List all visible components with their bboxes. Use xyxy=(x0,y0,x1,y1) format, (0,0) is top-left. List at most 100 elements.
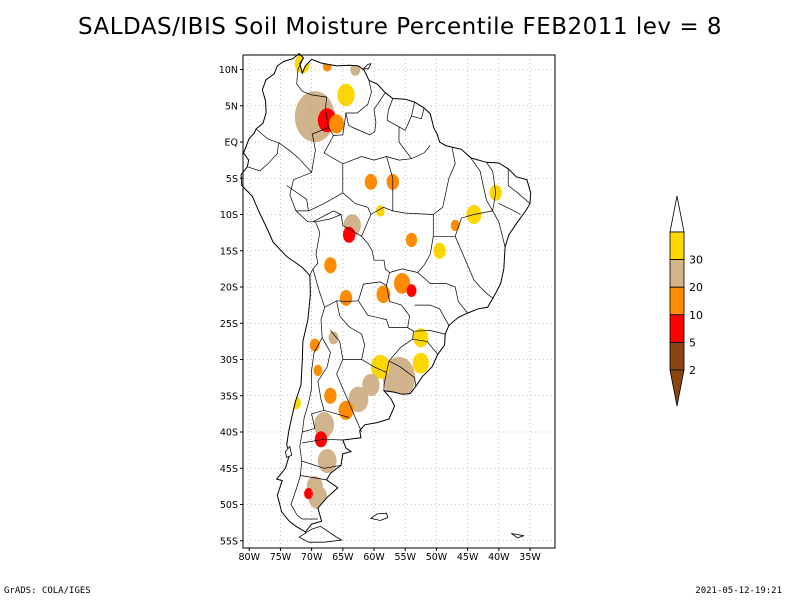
anomaly-patch xyxy=(304,488,313,500)
lat-tick-label: 20S xyxy=(220,283,238,294)
lon-tick-label: 40W xyxy=(488,552,510,563)
colorbar-bottom-arrow xyxy=(669,369,685,407)
island xyxy=(369,512,389,521)
political-border xyxy=(323,135,431,165)
anomaly-patch xyxy=(348,386,369,413)
political-border xyxy=(296,57,334,136)
lat-tick-label: 10S xyxy=(220,210,238,221)
colorbar-segment xyxy=(669,341,685,371)
political-border xyxy=(412,338,438,355)
political-border xyxy=(278,142,321,276)
anomaly-patch xyxy=(324,257,337,274)
political-border xyxy=(411,107,425,120)
lon-tick-label: 70W xyxy=(301,552,323,563)
anomaly-patch xyxy=(324,387,337,404)
lon-tick-label: 60W xyxy=(363,552,385,563)
political-border xyxy=(333,112,347,136)
political-border xyxy=(498,203,521,215)
colorbar-label: 20 xyxy=(689,281,703,294)
political-border xyxy=(247,128,279,172)
lon-tick-label: 50W xyxy=(426,552,448,563)
political-border xyxy=(336,300,366,360)
anomaly-patch xyxy=(329,114,345,134)
lon-tick-label: 45W xyxy=(457,552,479,563)
lat-tick-label: 35S xyxy=(220,391,238,402)
political-border xyxy=(389,268,418,273)
lat-tick-label: 55S xyxy=(220,536,238,547)
colorbar-segment xyxy=(669,314,685,343)
anomaly-patch xyxy=(313,364,323,376)
political-border xyxy=(454,157,494,237)
political-border xyxy=(486,162,497,211)
political-border xyxy=(383,327,414,391)
colorbar-label: 10 xyxy=(689,309,703,322)
political-border xyxy=(302,438,343,444)
political-border xyxy=(433,147,456,215)
colorbar-label: 2 xyxy=(689,364,696,377)
political-border xyxy=(311,127,329,173)
lat-tick-label: 5S xyxy=(226,174,238,185)
chart-title: SALDAS/IBIS Soil Moisture Percentile FEB… xyxy=(77,14,723,40)
anomaly-patch xyxy=(412,352,429,374)
island xyxy=(284,445,293,458)
political-border xyxy=(386,156,394,211)
political-border xyxy=(308,192,343,212)
lat-tick-label: 15S xyxy=(220,246,238,257)
lat-tick-label: 10N xyxy=(219,65,238,76)
lat-tick-label: 5N xyxy=(225,101,238,112)
lon-tick-label: 35W xyxy=(519,552,541,563)
footer-credit: GrADS: COLA/IGES xyxy=(4,586,91,596)
political-border xyxy=(492,210,506,248)
colorbar-legend: 2 5 10 20 30 xyxy=(669,195,703,407)
anomaly-patch xyxy=(405,232,418,248)
political-border xyxy=(300,475,327,481)
anomaly-patch xyxy=(339,289,353,306)
anomaly-patch xyxy=(406,284,417,297)
island xyxy=(362,63,372,70)
anomaly-patch xyxy=(370,354,390,379)
political-border xyxy=(342,163,372,215)
political-border xyxy=(507,168,531,204)
political-border xyxy=(398,126,412,159)
colorbar-top-arrow xyxy=(669,195,685,233)
lat-tick-label: 45S xyxy=(220,464,238,475)
footer-timestamp: 2021-05-12-19:21 xyxy=(695,586,782,596)
anomaly-patch xyxy=(338,400,354,420)
anomaly-patch xyxy=(394,273,411,294)
anomaly-patch xyxy=(362,373,380,397)
lat-tick-label: 30S xyxy=(220,355,238,366)
political-border xyxy=(330,330,362,433)
political-border xyxy=(302,337,331,433)
political-border xyxy=(312,214,390,308)
political-border xyxy=(324,409,350,418)
island xyxy=(511,533,524,539)
political-border xyxy=(342,359,387,373)
lat-tick-label: 25S xyxy=(220,319,238,330)
anomaly-patch xyxy=(450,219,460,231)
lat-tick-label: EQ xyxy=(225,138,238,149)
anomaly-patch xyxy=(328,331,339,345)
coastline xyxy=(240,52,532,533)
anomaly-patch xyxy=(314,412,335,438)
anomaly-patch xyxy=(322,60,332,72)
anomaly-patch xyxy=(309,338,320,352)
anomaly-patch xyxy=(382,356,416,399)
lon-tick-label: 75W xyxy=(270,552,292,563)
lon-tick-label: 55W xyxy=(394,552,416,563)
political-border xyxy=(417,236,468,314)
colorbar-segment xyxy=(669,259,685,288)
anomaly-patch xyxy=(364,173,378,190)
anomaly-patch xyxy=(314,431,328,448)
colorbar-label: 5 xyxy=(689,336,696,349)
lat-tick-label: 50S xyxy=(220,500,238,511)
anomaly-patch xyxy=(317,449,337,473)
island xyxy=(298,525,343,543)
colorbar-label: 30 xyxy=(689,254,703,267)
tick-labels: 80W 75W 70W 65W 60W 55W 50W 45W 40W 35W 10N 5N EQ 5S 1… xyxy=(219,65,542,563)
lon-tick-label: 65W xyxy=(332,552,354,563)
political-border xyxy=(301,460,342,469)
colorbar-segment xyxy=(669,286,685,316)
political-border xyxy=(286,185,309,212)
political-border xyxy=(413,330,446,335)
